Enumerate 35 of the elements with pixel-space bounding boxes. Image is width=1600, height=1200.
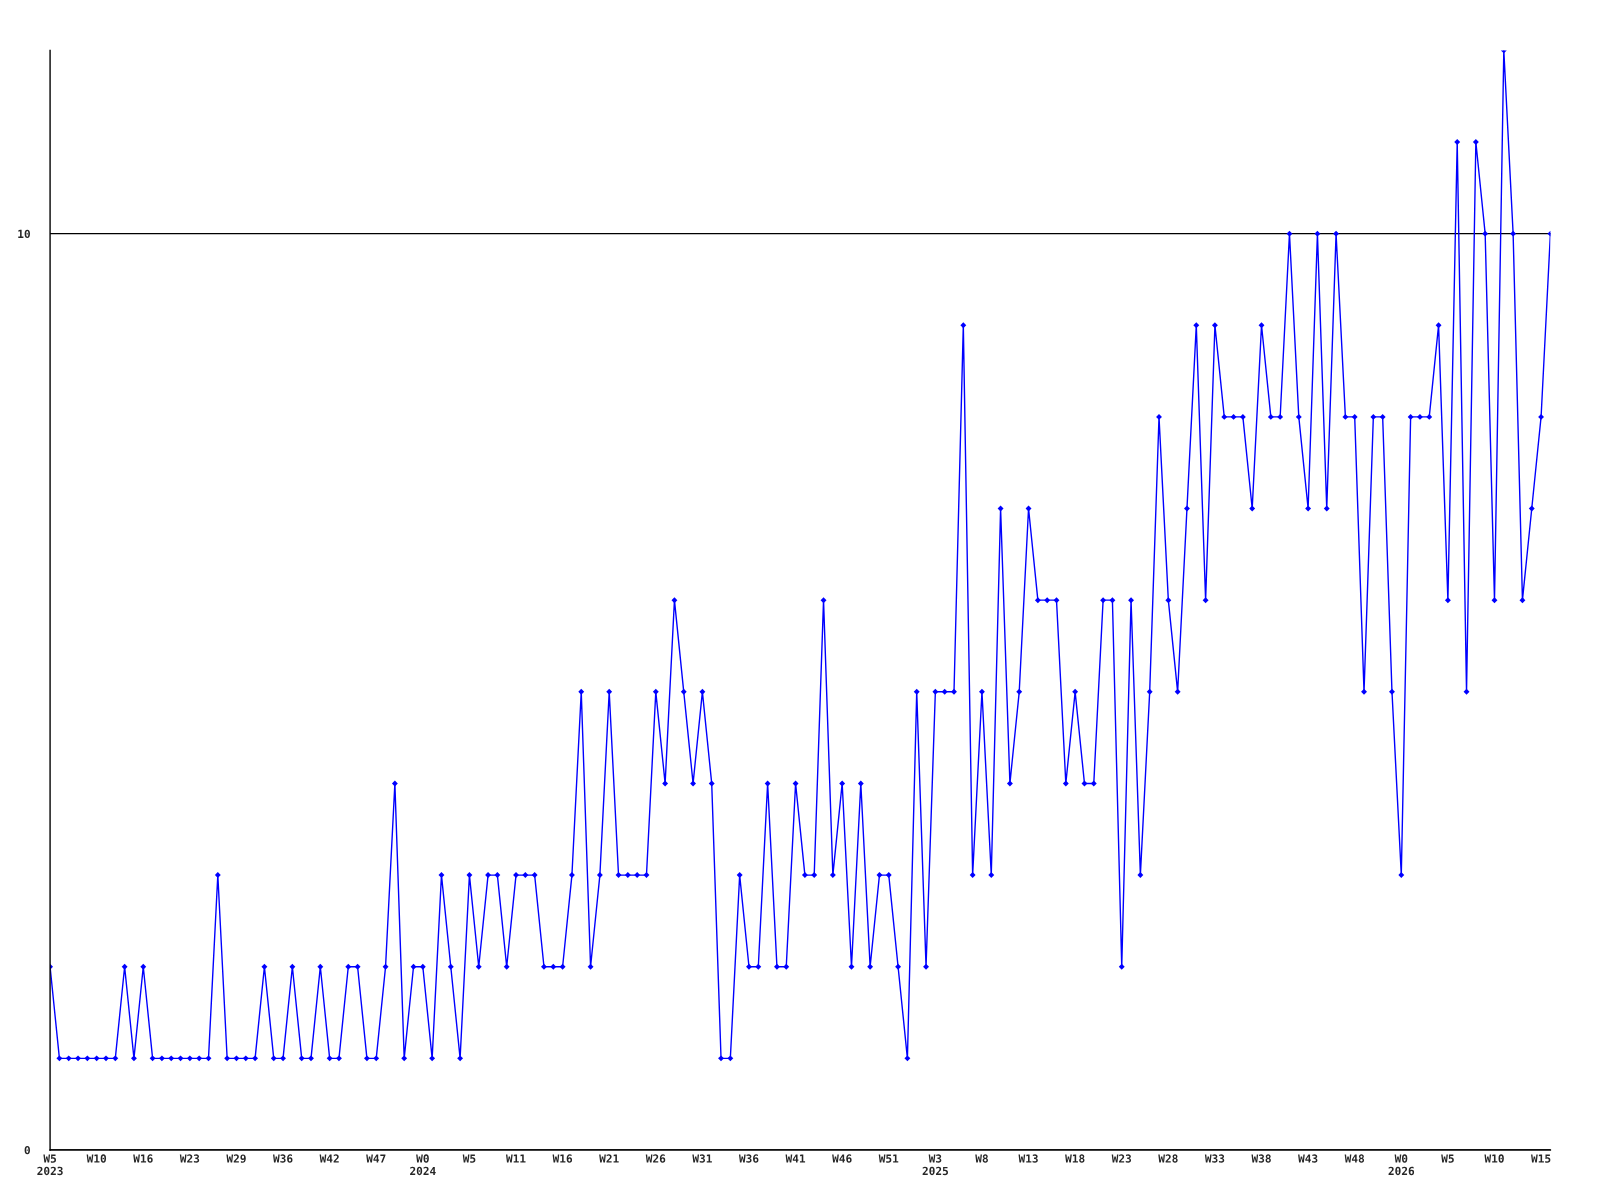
x-tick-label: W41 (785, 1154, 806, 1163)
x-tick-label: W0 2026 (1388, 1154, 1415, 1176)
x-tick-label: W16 (133, 1154, 153, 1163)
x-tick-label: W29 (226, 1154, 246, 1163)
x-tick-label: W0 2024 (410, 1154, 436, 1176)
x-tick-label: W3 2025 (922, 1154, 948, 1176)
x-tick-label: W5 (462, 1154, 476, 1163)
x-tick-label: W42 (319, 1154, 339, 1163)
x-tick-label: W10 (86, 1154, 107, 1163)
x-tick-label: W5 2023 (37, 1154, 63, 1176)
y-tick-label: 0 (24, 1145, 30, 1155)
x-tick-label: W5 (1441, 1154, 1454, 1163)
x-tick-label: W48 (1344, 1154, 1365, 1163)
x-tick-label: W36 (273, 1154, 293, 1163)
x-tick-label: W38 (1251, 1154, 1271, 1163)
x-tick-label: W16 (552, 1154, 573, 1163)
x-tick-label: W43 (1298, 1154, 1318, 1163)
y-tick-label: 10 (18, 229, 30, 239)
x-tick-label: W36 (738, 1154, 759, 1163)
x-tick-label: W18 (1065, 1154, 1085, 1163)
x-tick-label: W47 (366, 1154, 386, 1163)
x-tick-label: W21 (599, 1154, 619, 1163)
x-tick-label: W28 (1158, 1154, 1178, 1163)
x-tick-label: W51 (878, 1154, 899, 1163)
x-tick-label: W46 (832, 1154, 852, 1163)
x-tick-label: W23 (179, 1154, 200, 1163)
x-tick-label: W13 (1018, 1154, 1038, 1163)
x-tick-label: W11 (505, 1154, 526, 1163)
x-tick-label: W23 (1111, 1154, 1132, 1163)
x-tick-label: W8 (975, 1154, 988, 1163)
x-tick-label: W26 (645, 1154, 666, 1163)
x-tick-label: W15 (1531, 1154, 1551, 1163)
x-tick-label: W33 (1204, 1154, 1225, 1163)
x-tick-label: W31 (692, 1154, 712, 1163)
x-tick-label: W10 (1484, 1154, 1504, 1163)
